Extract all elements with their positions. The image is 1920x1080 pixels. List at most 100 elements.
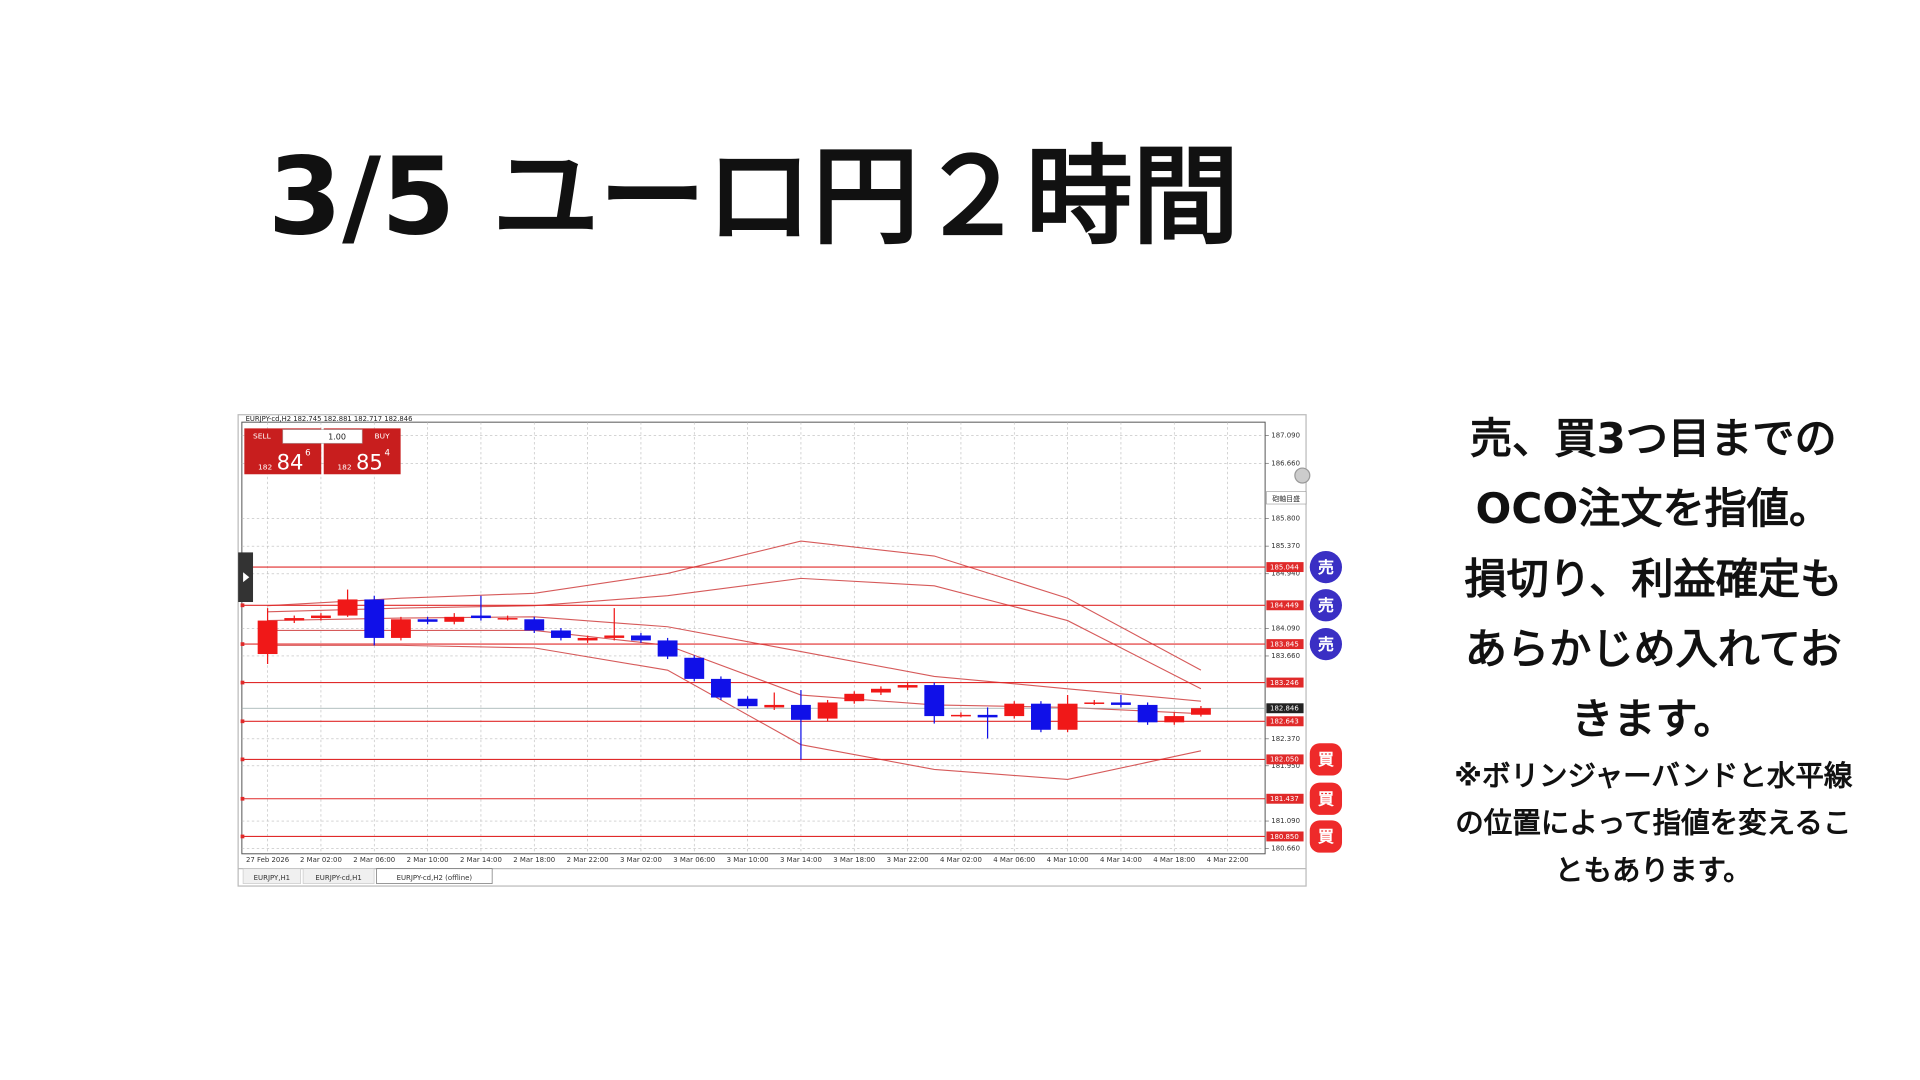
- candle-body: [871, 688, 891, 693]
- y-tick-label: 184.940: [1271, 570, 1300, 578]
- candle-body: [257, 620, 278, 655]
- chart: 187.090 186.660 185.800 185.370 184.940 184.0…: [240, 422, 1343, 864]
- x-tick-label: 4 Mar 18:00: [1153, 856, 1195, 864]
- y-tick-label: 187.090: [1271, 432, 1300, 440]
- price-label: 182.846: [1270, 705, 1299, 713]
- sell-order[interactable]: [1309, 627, 1343, 661]
- buy-order[interactable]: [1309, 743, 1343, 776]
- candle-body: [551, 630, 571, 638]
- sell-order[interactable]: [1309, 550, 1343, 584]
- level-label: 182.643: [1270, 718, 1299, 726]
- tab-label: EURJPY-cd,H2 (offline): [397, 874, 473, 882]
- side-tab-arrow: [243, 572, 250, 583]
- level-label: 181.437: [1270, 795, 1299, 803]
- candle-body: [1084, 702, 1105, 704]
- one-click-panel: SELL BUY 1.00 182 84 6 182 85 4: [244, 428, 401, 474]
- y-tick-label: 183.660: [1271, 652, 1300, 660]
- sell-order[interactable]: [1309, 589, 1343, 622]
- candle-body: [391, 619, 411, 638]
- y-tick-label: 184.090: [1271, 624, 1300, 632]
- price-label-box: [1266, 703, 1304, 714]
- lots-field[interactable]: [282, 429, 363, 444]
- scale-button[interactable]: [1266, 491, 1307, 505]
- x-tick-label: 4 Mar 02:00: [940, 856, 982, 864]
- bollinger-band: [267, 577, 1202, 690]
- level-label: 185.044: [1270, 563, 1299, 571]
- candle-body: [311, 615, 331, 619]
- y-tick-label: 185.800: [1271, 515, 1300, 523]
- x-tick-label: 4 Mar 22:00: [1207, 856, 1249, 864]
- x-tick-label: 2 Mar 18:00: [513, 856, 555, 864]
- bollinger-band: [267, 644, 1202, 780]
- note-subline: ともあります。: [1555, 854, 1752, 887]
- candle-body: [1057, 703, 1078, 730]
- buy-order[interactable]: [1309, 782, 1343, 815]
- tab[interactable]: [242, 868, 302, 884]
- candle-body: [1191, 708, 1211, 715]
- x-tick-label: 2 Mar 06:00: [353, 856, 395, 864]
- level-label: 182.050: [1270, 756, 1299, 764]
- bid-big: 84: [277, 449, 304, 474]
- candle-body: [471, 615, 491, 619]
- level-label-box: [1266, 831, 1304, 842]
- level-marker: [240, 680, 245, 685]
- x-tick-label: 2 Mar 02:00: [300, 856, 342, 864]
- candle-body: [764, 704, 785, 708]
- x-tick-label: 3 Mar 22:00: [887, 856, 929, 864]
- candle-body: [1164, 716, 1185, 723]
- scroll-knob[interactable]: [1294, 467, 1311, 484]
- tab[interactable]: [302, 868, 375, 884]
- level-label-box: [1266, 716, 1304, 727]
- ask-big: 85: [356, 449, 383, 474]
- note-line: 売、買3つ目までの: [1470, 414, 1837, 463]
- candle-body: [684, 657, 705, 679]
- buy-order[interactable]: [1309, 820, 1343, 853]
- level-label-box: [1266, 754, 1304, 765]
- candle-body: [1031, 703, 1051, 730]
- candle-body: [1004, 703, 1025, 717]
- candle-body: [497, 618, 518, 620]
- order-label: 買: [1318, 827, 1335, 846]
- candle-body: [444, 616, 465, 622]
- note-subline: の位置によって指値を変えるこ: [1455, 807, 1851, 840]
- sell-label: SELL: [253, 431, 272, 440]
- x-tick-label: 2 Mar 14:00: [460, 856, 502, 864]
- level-label-box: [1266, 639, 1304, 650]
- level-marker: [240, 642, 245, 646]
- y-tick-label: 180.660: [1271, 845, 1300, 853]
- level-label: 183.845: [1270, 640, 1299, 648]
- order-label: 買: [1318, 750, 1335, 769]
- level-label-box: [1266, 600, 1304, 611]
- note-line: 損切り、利益確定も: [1464, 554, 1842, 603]
- ask-head: 182: [337, 462, 351, 471]
- y-tick-label: 186.660: [1271, 459, 1300, 467]
- bid-sup: 6: [305, 449, 311, 459]
- level-marker: [240, 796, 245, 801]
- x-tick-label: 2 Mar 22:00: [567, 856, 609, 864]
- level-marker: [240, 834, 245, 839]
- plot-area: [241, 421, 1266, 855]
- ask-sup: 4: [384, 449, 390, 459]
- order-label: 売: [1318, 635, 1334, 654]
- level-label: 180.850: [1270, 833, 1299, 841]
- order-label: 売: [1318, 596, 1334, 615]
- level-label: 183.246: [1270, 679, 1299, 687]
- x-tick-label: 2 Mar 10:00: [407, 856, 449, 864]
- tab-label: EURJPY-cd,H1: [315, 874, 361, 882]
- candle-body: [977, 714, 998, 718]
- order-label: 売: [1318, 558, 1334, 577]
- bid-head: 182: [258, 462, 272, 471]
- candle-body: [631, 635, 651, 641]
- candle-body: [604, 635, 625, 638]
- x-tick-label: 3 Mar 14:00: [780, 856, 822, 864]
- level-label-box: [1266, 562, 1304, 573]
- note-subline: ※ボリンジャーバンドと水平線: [1454, 760, 1853, 793]
- note-line: きます。: [1571, 694, 1735, 743]
- candle-body: [711, 678, 731, 698]
- candle-body: [791, 704, 811, 720]
- chart-header: EURJPY-cd,H2 182.745 182.881 182.717 182…: [246, 415, 413, 423]
- note-line: あらかじめ入れてお: [1465, 624, 1842, 673]
- tab[interactable]: [376, 868, 493, 884]
